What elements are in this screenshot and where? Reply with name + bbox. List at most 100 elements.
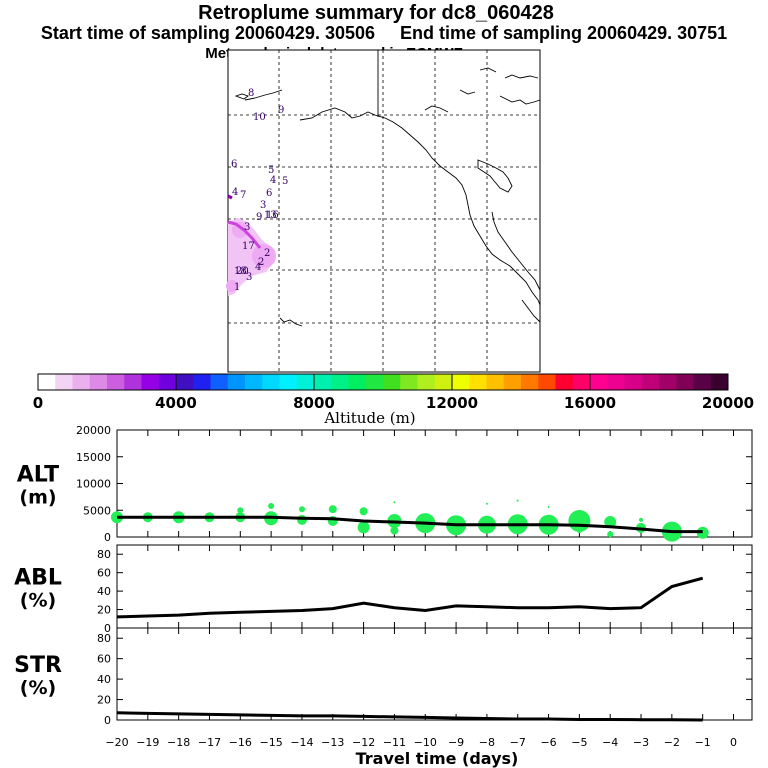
x-tick-label: −13: [321, 736, 344, 749]
alt-scatter-point: [297, 514, 307, 525]
trajectory-day-label: 4: [232, 187, 238, 198]
start-time-label: Start time of sampling 20060429. 30506: [40, 23, 375, 43]
colorbar-cell: [262, 374, 280, 390]
colorbar-cell: [641, 374, 660, 390]
alt-scatter-point: [237, 507, 244, 514]
colorbar-cell: [193, 374, 211, 390]
x-tick-label: −17: [198, 736, 221, 749]
x-tick-label: −1: [695, 736, 711, 749]
colorbar-tick-label: 8000: [293, 394, 335, 412]
colorbar-tick-label: 4000: [155, 394, 197, 412]
coastlines: [234, 50, 541, 327]
x-tick-label: −10: [414, 736, 437, 749]
alt-scatter-point: [359, 507, 368, 516]
trajectory-day-label: 10: [253, 112, 266, 123]
colorbar-tick-label: 20000: [702, 394, 754, 412]
colorbar-cell: [469, 374, 487, 390]
x-tick-label: 0: [730, 736, 737, 749]
trajectory-day-label: 2: [258, 257, 264, 268]
colorbar-cell: [38, 374, 56, 390]
panel-label: ALT: [17, 463, 59, 488]
series-line: [116, 711, 703, 722]
colorbar-cell: [331, 374, 349, 390]
alt-scatter-point: [485, 502, 488, 505]
panel-unit: (%): [20, 590, 56, 612]
trajectory-day-label: 4: [255, 262, 261, 273]
x-tick-label: −11: [383, 736, 406, 749]
y-tick-label: 80: [97, 632, 111, 645]
colorbar-cell: [141, 374, 160, 390]
y-tick-label: 0: [104, 622, 111, 635]
colorbar-cell: [555, 374, 574, 390]
alt-scatter-point: [604, 516, 617, 528]
trajectory-day-label: 1: [234, 282, 240, 293]
x-tick-label: −4: [602, 736, 618, 749]
colorbar-title: Altitude (m): [323, 409, 415, 427]
colorbar-cell: [572, 374, 591, 390]
alt-scatter-point: [357, 521, 370, 534]
colorbar-tick-label: 12000: [426, 394, 478, 412]
alt-scatter-point: [390, 526, 399, 535]
y-tick-label: 10000: [76, 478, 111, 491]
y-tick-label: 20: [97, 604, 111, 617]
colorbar-cell: [158, 374, 177, 390]
colorbar-cell: [486, 374, 505, 390]
trajectory-day-label: 9: [256, 212, 262, 223]
colorbar-tick-label: 0: [33, 394, 43, 412]
colorbar-cell: [365, 374, 384, 390]
trajectory-day-label: 2: [264, 248, 270, 259]
x-axis-title: Travel time (days): [356, 749, 519, 768]
x-tick-label: −9: [448, 736, 464, 749]
x-tick-label: −6: [540, 736, 556, 749]
colorbar-cell: [107, 374, 125, 390]
trajectory-day-label: 18: [234, 266, 247, 277]
colorbar-cell: [659, 374, 677, 390]
y-tick-label: 0: [104, 714, 111, 727]
colorbar-cell: [296, 374, 315, 390]
colorbar-cell: [124, 374, 142, 390]
trajectory-day-label: 3: [246, 272, 252, 283]
alt-scatter-point: [568, 510, 591, 532]
alt-scatter-point: [577, 529, 582, 534]
trajectory-day-label: 9: [278, 105, 284, 116]
y-tick-label: 60: [97, 653, 111, 666]
trajectory-day-label: 3: [244, 222, 250, 233]
trajectory-day-label: 5: [282, 176, 288, 187]
alt-panel: 0 5000 10000 15000 20000 ALT(m): [17, 424, 753, 544]
trajectory-day-label: 4: [270, 175, 276, 186]
alt-scatter-point: [268, 503, 275, 509]
y-tick-label: 20000: [76, 424, 111, 437]
trajectory-day-label: 8: [248, 88, 254, 99]
x-tick-label: −8: [479, 736, 495, 749]
colorbar-cell: [55, 374, 73, 390]
colorbar-cell: [89, 374, 108, 390]
x-tick-label: −16: [229, 736, 252, 749]
trajectory-day-label: 16: [266, 210, 279, 221]
colorbar-cell: [417, 374, 436, 390]
alt-scatter-point: [328, 505, 337, 514]
alt-scatter-point: [607, 531, 614, 538]
colorbar-cell: [279, 374, 298, 390]
x-tick-label: −12: [352, 736, 375, 749]
colorbar-cell: [624, 374, 643, 390]
trajectory-day-label: 7: [240, 190, 246, 201]
chart-title: Retroplume summary for dc8_060428: [198, 2, 554, 24]
abl-panel: 0 20 40 60 80 ABL(%): [14, 544, 753, 635]
trajectory-day-label: 5: [268, 165, 274, 176]
colorbar-cell: [383, 374, 401, 390]
colorbar-cell: [521, 374, 539, 390]
colorbar-cell: [210, 374, 229, 390]
colorbar-cell: [72, 374, 91, 390]
plume-shading: [226, 194, 276, 296]
y-tick-label: 40: [97, 673, 111, 686]
colorbar-cell: [176, 374, 194, 390]
trajectory-day-label: 3: [260, 200, 266, 211]
colorbar-cell: [227, 374, 246, 390]
map-gridlines: [228, 50, 540, 372]
colorbar-cell: [693, 374, 712, 390]
x-tick-label: −20: [105, 736, 128, 749]
x-tick-label: −2: [664, 736, 680, 749]
colorbar-cell: [434, 374, 453, 390]
